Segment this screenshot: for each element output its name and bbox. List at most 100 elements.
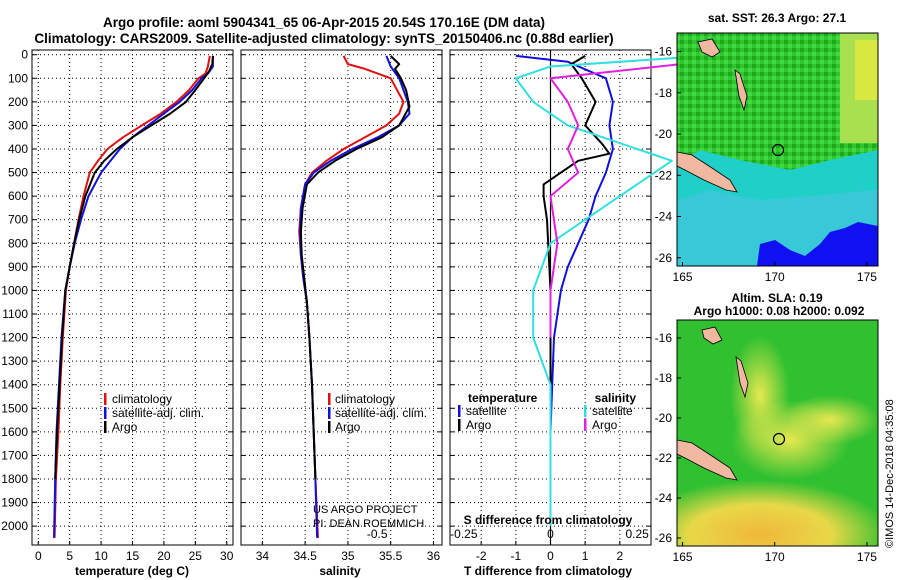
y-tick-label: 1600: [1, 425, 28, 439]
sla-map-frame: [676, 319, 879, 547]
map-x-tick-label: 170: [765, 550, 785, 564]
y-tick-label: 1300: [1, 354, 28, 368]
map-y-tick-label: -24: [655, 210, 673, 224]
y-tick-label: 1400: [1, 378, 28, 392]
x-tick-label: 20: [157, 549, 171, 563]
temperature-panel: 0100200300400500600700800900100011001200…: [1, 48, 233, 578]
y-tick-label: 700: [8, 213, 28, 227]
sla-heatmap: [677, 320, 878, 546]
x-tick-label: 10: [94, 549, 108, 563]
sla-field-highest: [677, 480, 878, 546]
legend-satellite-swatch: [104, 407, 107, 419]
y-tick-label: 1700: [1, 448, 28, 462]
x-tick-label: 35.5: [379, 549, 403, 563]
sst-field-coldest: [757, 222, 878, 266]
sla-field-high-2: [730, 335, 790, 455]
x-tick-label: 25: [189, 549, 203, 563]
temperature-x-label: temperature (deg C): [75, 564, 189, 578]
x-tick-label: 30: [220, 549, 234, 563]
y-tick-label: 800: [8, 236, 28, 250]
map-x-tick-label: 165: [673, 550, 693, 564]
sst-island-santa-cruz: [697, 38, 721, 58]
legend-salinity-title: salinity: [595, 391, 637, 405]
legend-s-satellite: satellite: [592, 404, 633, 418]
sla-map-title-2: Argo h1000: 0.08 h2000: 0.092: [694, 304, 865, 318]
map-x-tick-label: 175: [857, 550, 877, 564]
x-tick-label: 2: [616, 549, 623, 563]
y-tick-label: 100: [8, 71, 28, 85]
salinity-x-label: salinity: [319, 564, 361, 578]
s-difference-label: S difference from climatology: [464, 513, 633, 527]
x-tick-label: 34.5: [293, 549, 317, 563]
difference-legend: temperature satellite Argo salinity sate…: [458, 391, 636, 432]
legend-t-satellite: satellite: [466, 404, 507, 418]
title-line-1: Argo profile: aoml 5904341_65 06-Apr-201…: [103, 15, 545, 30]
legend-climatology-swatch: [328, 393, 331, 405]
x-tick-label: -1: [511, 549, 522, 563]
x-tick-label: 35: [341, 549, 355, 563]
series-s-satellite: [514, 54, 707, 527]
map-y-tick-label: -18: [655, 86, 673, 100]
sla-field-high-3: [780, 395, 878, 445]
y-tick-label: 1100: [2, 307, 28, 321]
y-tick-label: 1200: [1, 331, 28, 345]
y-tick-label: 0: [21, 48, 28, 62]
legend-argo-swatch: [104, 421, 107, 433]
y-tick-label: 400: [8, 142, 28, 156]
map-y-tick-label: -20: [655, 127, 673, 141]
difference-x-label: T difference from climatology: [464, 564, 632, 578]
x-tick-label: 36: [427, 549, 441, 563]
series-argo: [54, 55, 214, 480]
x-tick-label: -2: [476, 549, 487, 563]
legend-satellite: satellite-adj. clim.: [335, 406, 427, 420]
x-tick-label: 0: [35, 549, 42, 563]
legend-t-argo: Argo: [466, 418, 492, 432]
legend-s-argo: Argo: [592, 418, 618, 432]
salinity-panel: 34 34.5 35 35.5 36 salinity climatology sate…: [240, 49, 443, 578]
sst-heatmap: [677, 33, 878, 266]
title-line-2: Climatology: CARS2009. Satellite-adjuste…: [34, 31, 613, 46]
s-tick-label: 0.25: [625, 527, 649, 541]
x-tick-label: 1: [582, 549, 589, 563]
legend-t-argo-swatch: [458, 419, 461, 431]
y-tick-label: 1800: [1, 472, 28, 486]
x-tick-label: 34: [256, 549, 270, 563]
s-tick-label: 0: [547, 527, 554, 541]
series-s-argo: [549, 54, 759, 338]
y-tick-label: 1500: [1, 401, 28, 415]
sst-map-panel: sat. SST: 26.3 Argo: 27.1 165 170 175 -16 -1…: [655, 11, 879, 284]
legend-climatology: climatology: [112, 392, 172, 406]
sla-map-title-1: Altim. SLA: 0.19: [731, 291, 823, 305]
sla-island-vanuatu: [735, 356, 749, 399]
sst-map-title: sat. SST: 26.3 Argo: 27.1: [708, 11, 847, 25]
y-tick-label: 200: [8, 95, 28, 109]
y-tick-label: 600: [8, 189, 28, 203]
legend-temperature-title: temperature: [468, 391, 538, 405]
credit-project: US ARGO PROJECT: [313, 504, 418, 516]
sla-argo-location: [772, 432, 786, 446]
temperature-legend: climatology satellite-adj. clim. Argo: [104, 392, 204, 434]
sla-island-santa-cruz: [701, 326, 723, 345]
y-tick-label: 1900: [1, 496, 28, 510]
y-tick-label: 500: [8, 166, 28, 180]
series-t-satellite: [515, 54, 614, 527]
sla-island-new-caledonia: [677, 439, 738, 481]
credit-pi: PI: DEAN ROEMMICH: [313, 518, 424, 530]
legend-climatology: climatology: [335, 392, 395, 406]
map-y-tick-label: -16: [655, 45, 673, 59]
y-tick-label: 2000: [1, 519, 28, 533]
legend-argo-swatch: [328, 421, 331, 433]
sst-island-new-caledonia: [677, 151, 738, 193]
sst-map-frame: [676, 32, 879, 267]
x-tick-label: 15: [126, 549, 140, 563]
imos-timestamp: ©IMOS 14-Dec-2018 04:35:08: [884, 399, 896, 548]
legend-satellite-swatch: [328, 407, 331, 419]
sla-map-panel: Altim. SLA: 0.19 Argo h1000: 0.08 h2000:…: [655, 291, 879, 564]
map-y-tick-label: -26: [655, 251, 673, 265]
map-y-tick-label: -16: [655, 331, 673, 345]
x-tick-label: 0: [547, 549, 554, 563]
series-argo: [299, 55, 411, 480]
y-tick-label: 1000: [1, 283, 28, 297]
